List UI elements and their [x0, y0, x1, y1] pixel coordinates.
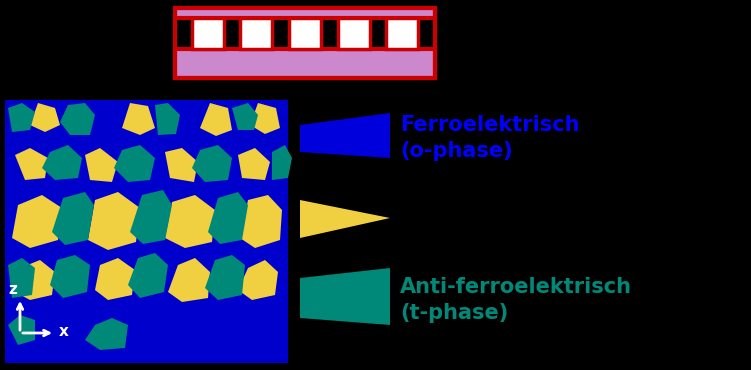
- Polygon shape: [208, 192, 248, 244]
- Polygon shape: [95, 258, 135, 300]
- Polygon shape: [88, 192, 140, 250]
- Bar: [175, 8, 435, 78]
- Bar: [289, 18, 321, 48]
- Polygon shape: [85, 148, 118, 182]
- Polygon shape: [122, 103, 155, 135]
- Polygon shape: [240, 195, 282, 248]
- Polygon shape: [300, 200, 390, 238]
- Bar: [338, 18, 369, 48]
- Polygon shape: [42, 145, 82, 180]
- Polygon shape: [85, 318, 128, 350]
- Polygon shape: [250, 103, 280, 134]
- Bar: [192, 18, 224, 48]
- Polygon shape: [8, 103, 35, 132]
- Bar: [338, 18, 369, 48]
- Polygon shape: [165, 148, 198, 182]
- Text: Anti-ferroelektrisch
(t-phase): Anti-ferroelektrisch (t-phase): [400, 277, 632, 323]
- Bar: [175, 48, 435, 78]
- Polygon shape: [60, 103, 95, 135]
- Text: Ferroelektrisch
(o-phase): Ferroelektrisch (o-phase): [400, 115, 580, 161]
- Polygon shape: [50, 255, 90, 298]
- Polygon shape: [8, 315, 35, 345]
- Polygon shape: [300, 268, 390, 325]
- Polygon shape: [232, 103, 258, 130]
- Bar: [386, 18, 418, 48]
- Polygon shape: [155, 103, 180, 135]
- Polygon shape: [238, 260, 278, 300]
- Bar: [386, 18, 418, 48]
- Bar: [289, 18, 321, 48]
- Bar: [5, 100, 288, 363]
- Polygon shape: [15, 148, 48, 180]
- Polygon shape: [52, 192, 94, 245]
- Polygon shape: [165, 195, 215, 248]
- Polygon shape: [15, 260, 55, 300]
- Polygon shape: [205, 255, 245, 300]
- Polygon shape: [114, 145, 155, 182]
- Bar: [240, 18, 273, 48]
- Polygon shape: [8, 258, 35, 298]
- Text: z: z: [8, 282, 17, 297]
- Bar: [175, 8, 435, 18]
- Polygon shape: [128, 253, 168, 298]
- Polygon shape: [300, 113, 390, 158]
- Bar: [240, 18, 273, 48]
- Polygon shape: [168, 258, 210, 302]
- Polygon shape: [30, 103, 60, 132]
- Polygon shape: [200, 103, 232, 136]
- Polygon shape: [272, 145, 292, 180]
- Text: x: x: [59, 324, 69, 339]
- Polygon shape: [130, 190, 172, 244]
- Polygon shape: [192, 145, 232, 182]
- Bar: [192, 18, 224, 48]
- Polygon shape: [238, 148, 270, 180]
- Polygon shape: [12, 195, 62, 248]
